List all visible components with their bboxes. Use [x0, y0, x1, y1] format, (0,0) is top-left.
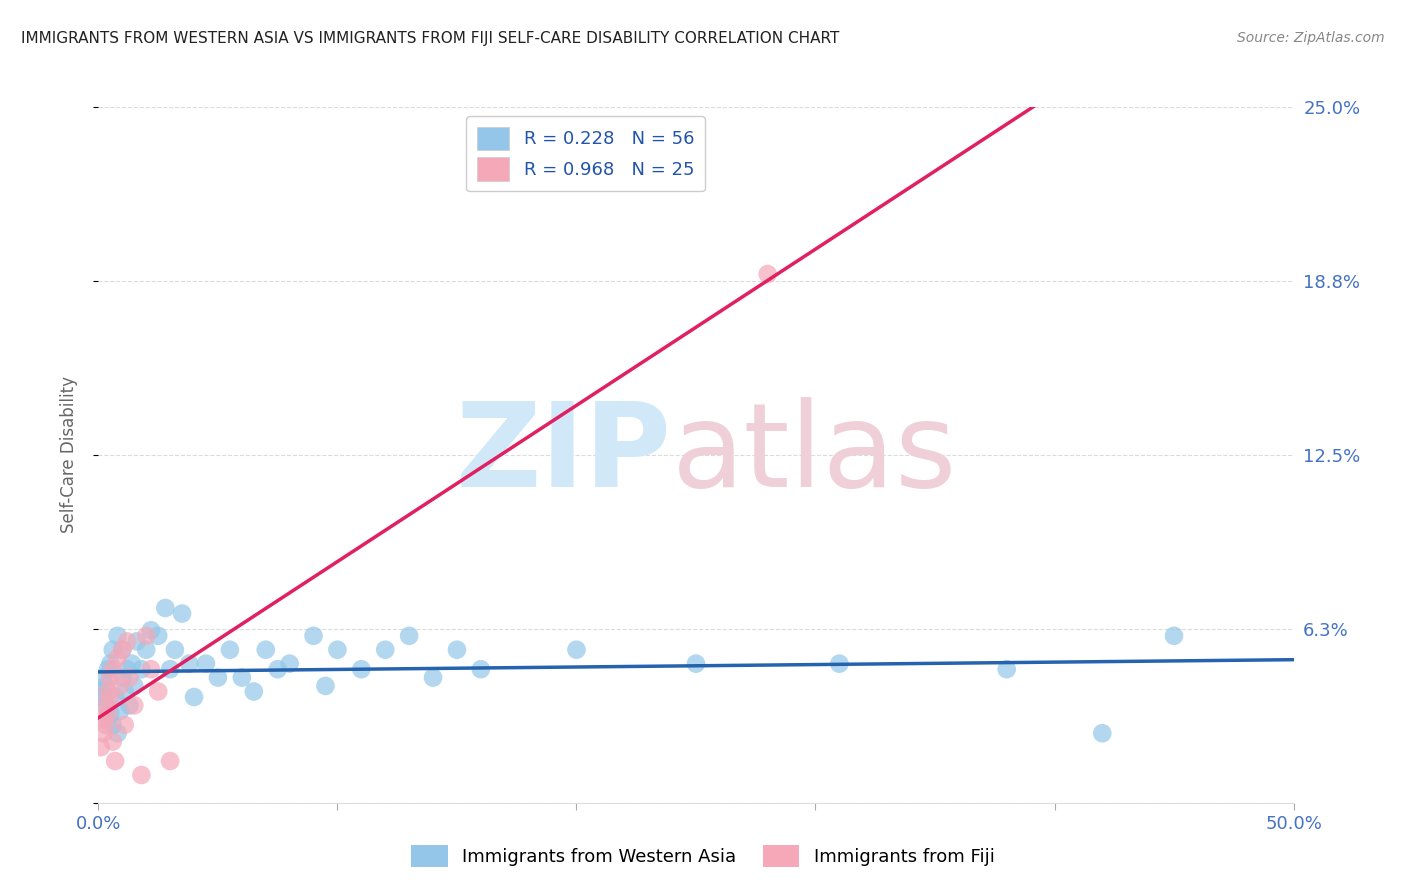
Point: [131, 662, 153, 676]
Point: [104, 754, 127, 768]
Point: [91, 726, 114, 740]
Point: [114, 684, 136, 698]
Text: IMMIGRANTS FROM WESTERN ASIA VS IMMIGRANTS FROM FIJI SELF-CARE DISABILITY CORREL: IMMIGRANTS FROM WESTERN ASIA VS IMMIGRAN…: [21, 31, 839, 46]
Point: [91, 690, 114, 704]
Point: [278, 657, 301, 671]
Point: [219, 642, 242, 657]
Point: [148, 629, 170, 643]
Point: [828, 657, 851, 671]
Point: [995, 662, 1018, 676]
Point: [231, 671, 253, 685]
Point: [125, 634, 148, 648]
Point: [107, 726, 129, 740]
Point: [685, 657, 707, 671]
Point: [374, 642, 396, 657]
Point: [163, 642, 186, 657]
Point: [97, 706, 120, 721]
Point: [101, 662, 124, 676]
Point: [183, 690, 205, 704]
Point: [115, 662, 138, 676]
Point: [94, 698, 117, 713]
Point: [111, 671, 134, 685]
Point: [172, 607, 194, 621]
Point: [756, 267, 779, 281]
Point: [108, 704, 131, 718]
Point: [148, 684, 170, 698]
Point: [243, 684, 266, 698]
Point: [91, 671, 114, 685]
Point: [91, 712, 114, 726]
Point: [179, 657, 201, 671]
Point: [90, 740, 112, 755]
Point: [108, 679, 131, 693]
Point: [98, 671, 122, 685]
Point: [139, 662, 162, 676]
Point: [470, 662, 492, 676]
Point: [98, 690, 122, 704]
Point: [446, 642, 468, 657]
Legend: Immigrants from Western Asia, Immigrants from Fiji: Immigrants from Western Asia, Immigrants…: [404, 838, 1002, 874]
Point: [326, 642, 349, 657]
Point: [159, 754, 181, 768]
Point: [135, 642, 157, 657]
Point: [155, 601, 177, 615]
Point: [302, 629, 325, 643]
Point: [97, 712, 120, 726]
Point: [115, 634, 138, 648]
Point: [135, 629, 157, 643]
Point: [118, 698, 141, 713]
Point: [101, 642, 124, 657]
Point: [422, 671, 444, 685]
Y-axis label: Self-Care Disability: Self-Care Disability: [59, 376, 77, 533]
Point: [94, 718, 117, 732]
Point: [124, 679, 146, 693]
Point: [104, 690, 127, 704]
Point: [90, 684, 112, 698]
Text: atlas: atlas: [672, 398, 957, 512]
Point: [1091, 726, 1114, 740]
Point: [97, 662, 120, 676]
Point: [111, 642, 134, 657]
Point: [101, 734, 124, 748]
Point: [315, 679, 337, 693]
Point: [1163, 629, 1185, 643]
Point: [124, 698, 146, 713]
Point: [398, 629, 420, 643]
Point: [159, 662, 181, 676]
Point: [207, 671, 229, 685]
Point: [195, 657, 218, 671]
Point: [98, 657, 122, 671]
Point: [350, 662, 373, 676]
Point: [97, 684, 120, 698]
Point: [118, 671, 141, 685]
Point: [254, 642, 277, 657]
Point: [94, 679, 117, 693]
Point: [111, 642, 134, 657]
Point: [107, 629, 129, 643]
Point: [114, 718, 136, 732]
Point: [101, 718, 124, 732]
Point: [107, 651, 129, 665]
Point: [267, 662, 290, 676]
Point: [139, 624, 162, 638]
Text: ZIP: ZIP: [456, 398, 672, 512]
Point: [121, 657, 143, 671]
Text: Source: ZipAtlas.com: Source: ZipAtlas.com: [1237, 31, 1385, 45]
Point: [98, 706, 122, 721]
Point: [94, 698, 117, 713]
Point: [131, 768, 153, 782]
Legend: R = 0.228   N = 56, R = 0.968   N = 25: R = 0.228 N = 56, R = 0.968 N = 25: [465, 116, 704, 192]
Point: [565, 642, 588, 657]
